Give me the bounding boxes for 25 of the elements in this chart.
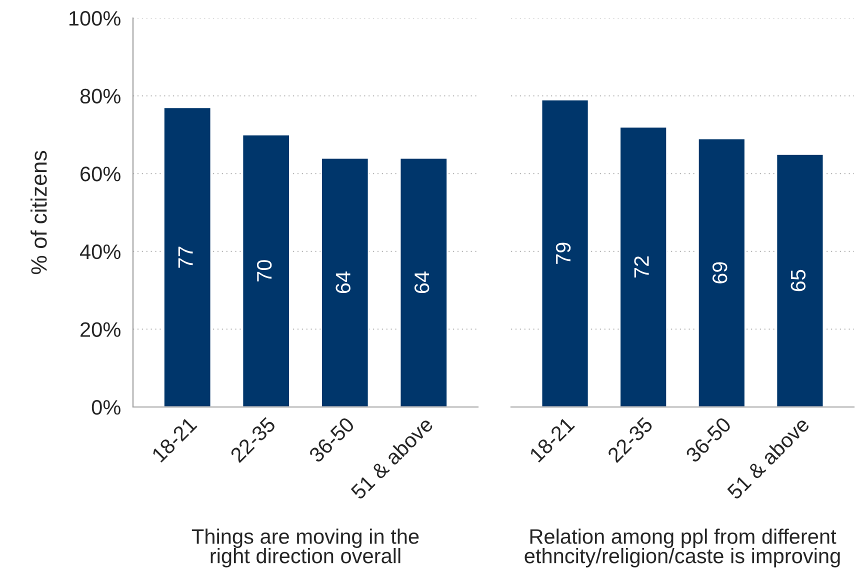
- bar: [399, 157, 448, 407]
- bar: [540, 98, 590, 407]
- y-axis-title: % of citizens: [30, 150, 47, 274]
- y-tick-label: 100%: [70, 11, 120, 26]
- y-tick-label: 60%: [80, 166, 120, 182]
- y-tick-label: 20%: [80, 322, 120, 337]
- y-tick-label: 0%: [92, 400, 120, 415]
- data-label: 69: [712, 262, 728, 284]
- bar: [320, 157, 370, 407]
- bar: [163, 106, 212, 407]
- y-tick-label: 40%: [80, 244, 120, 260]
- bar: [619, 126, 668, 407]
- data-label: 79: [556, 242, 571, 264]
- data-label: 77: [178, 246, 193, 268]
- y-tick-label: 80%: [80, 88, 120, 104]
- x-axis-title: Things are moving in the right direction overall: [192, 528, 419, 568]
- bar: [776, 153, 824, 407]
- data-label: 64: [336, 272, 350, 294]
- data-label: 65: [790, 270, 806, 292]
- data-label: 70: [256, 260, 272, 282]
- bar: [697, 138, 746, 407]
- data-label: 64: [414, 272, 430, 294]
- data-label: 72: [634, 256, 649, 278]
- x-axis-title: Relation among ppl from different ethncity/religion/caste is improving: [524, 528, 840, 568]
- bar: [242, 134, 290, 407]
